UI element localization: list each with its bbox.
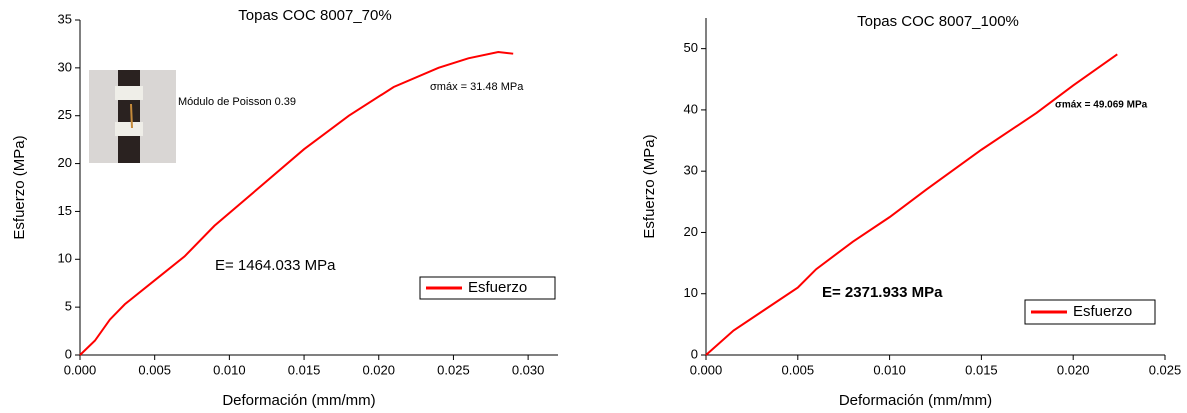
annotation: Módulo de Poisson 0.39	[178, 96, 296, 108]
y-tick-label: 5	[65, 299, 72, 314]
y-tick-label: 30	[58, 59, 72, 74]
x-tick-label: 0.010	[213, 362, 246, 377]
annotation: E= 2371.933 MPa	[822, 284, 943, 301]
y-tick-label: 35	[58, 11, 72, 26]
y-axis-title: Esfuerzo (MPa)	[11, 135, 28, 239]
y-tick-label: 30	[684, 163, 698, 178]
x-tick-label: 0.005	[138, 362, 171, 377]
x-tick-label: 0.005	[782, 362, 815, 377]
y-tick-label: 20	[684, 224, 698, 239]
x-tick-label: 0.025	[437, 362, 470, 377]
chart-title: Topas COC 8007_100%	[857, 13, 1019, 30]
x-tick-label: 0.020	[362, 362, 395, 377]
legend-label: Esfuerzo	[468, 279, 527, 296]
x-tick-label: 0.000	[690, 362, 723, 377]
y-tick-label: 50	[684, 40, 698, 55]
x-tick-label: 0.000	[64, 362, 97, 377]
y-tick-label: 10	[684, 285, 698, 300]
y-tick-label: 0	[691, 346, 698, 361]
inset-photo	[89, 70, 176, 163]
y-axis-title: Esfuerzo (MPa)	[641, 134, 658, 238]
y-tick-label: 0	[65, 346, 72, 361]
x-axis-title: Deformación (mm/mm)	[839, 392, 992, 409]
x-tick-label: 0.030	[512, 362, 545, 377]
x-tick-label: 0.015	[288, 362, 321, 377]
y-tick-label: 10	[58, 251, 72, 266]
chart-title: Topas COC 8007_70%	[238, 7, 391, 24]
legend-box	[419, 276, 556, 300]
y-tick-label: 25	[58, 107, 72, 122]
series-line	[705, 53, 1118, 356]
y-tick-label: 40	[684, 101, 698, 116]
annotation: σmáx = 31.48 MPa	[430, 81, 524, 93]
x-tick-label: 0.020	[1057, 362, 1090, 377]
x-tick-label: 0.015	[965, 362, 998, 377]
y-tick-label: 15	[58, 203, 72, 218]
legend-label: Esfuerzo	[1073, 303, 1132, 320]
x-tick-label: 0.010	[873, 362, 906, 377]
annotation: σmáx = 49.069 MPa	[1055, 100, 1148, 111]
x-tick-label: 0.025	[1149, 362, 1182, 377]
y-tick-label: 20	[58, 155, 72, 170]
x-axis-title: Deformación (mm/mm)	[222, 392, 375, 409]
series-line	[79, 51, 514, 356]
annotation: E= 1464.033 MPa	[215, 257, 336, 274]
